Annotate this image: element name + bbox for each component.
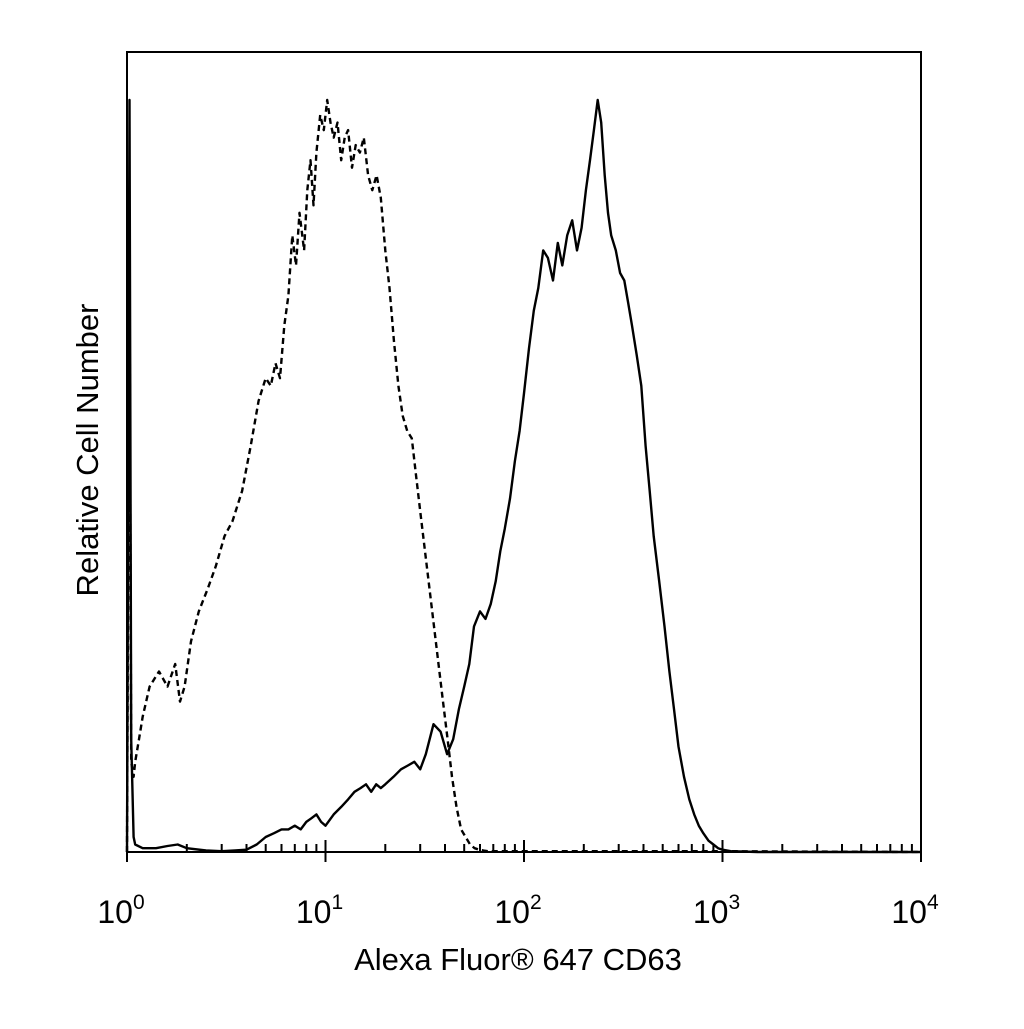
plot-frame: [126, 51, 922, 853]
series-line-dashed: [125, 98, 922, 854]
x-tick-label: 101: [296, 891, 343, 930]
x-tick-label: 103: [693, 891, 740, 930]
series-layer: [125, 98, 922, 854]
y-axis-label: Relative Cell Number: [70, 304, 105, 597]
x-tick-label: 104: [891, 891, 939, 930]
x-tick-label: 102: [494, 891, 541, 930]
x-tick-label: 100: [97, 891, 144, 930]
x-axis-label: Alexa Fluor® 647 CD63: [354, 942, 682, 977]
series-line-solid: [125, 98, 921, 854]
x-tick-labels: 100 101 102 103 104: [97, 891, 939, 930]
